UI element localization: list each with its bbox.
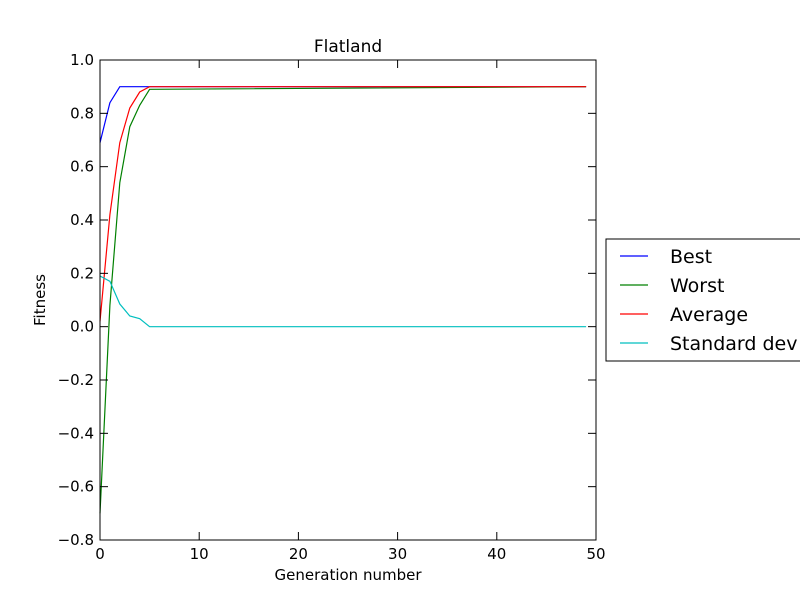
x-tick-label: 0 [95,545,105,563]
legend-label: Worst [670,275,724,297]
y-tick-label: 0.2 [70,264,94,282]
y-tick-label: −0.4 [58,424,94,442]
series-line-best [99,86,587,143]
legend-label: Average [670,304,748,326]
y-tick-label: 1.0 [70,51,94,69]
y-tick-label: −0.6 [58,478,94,496]
legend-box [605,238,800,362]
y-tick-label: 0.4 [70,211,94,229]
series-line-average [99,86,587,322]
y-tick-label: 0.6 [70,158,94,176]
y-axis-label: Fitness [31,274,49,326]
series-line-worst [99,86,587,514]
x-tick-label: 50 [586,545,605,563]
ticks-layer: 0 10 20 30 40 50 −0.8 −0.6 −0.4 −0.2 0.0 0.2 0.4 0.6 0… [58,51,606,563]
x-tick-label: 10 [190,545,209,563]
series-layer [99,86,587,514]
axes-frame [99,59,597,541]
y-tick-label: −0.2 [58,371,94,389]
legend-label: Standard dev [670,333,797,355]
x-tick-label: 20 [289,545,308,563]
x-tick-label: 30 [388,545,407,563]
chart-title: Flatland [314,37,382,57]
x-axis-label: Generation number [275,566,423,584]
series-line-standard-dev [99,275,587,328]
y-tick-label: −0.8 [58,531,94,549]
legend: Best Worst Average Standard dev [605,238,800,362]
x-tick-label: 40 [487,545,506,563]
y-tick-label: 0.8 [70,104,94,122]
legend-label: Best [670,246,712,268]
y-tick-label: 0.0 [70,318,94,336]
